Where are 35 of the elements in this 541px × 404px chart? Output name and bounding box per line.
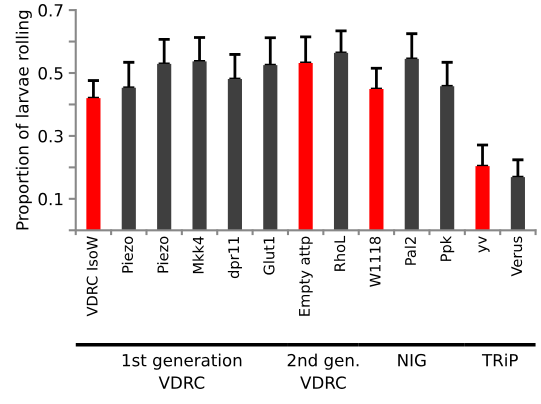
bar	[157, 64, 172, 230]
text: 1st generation VDRC	[122, 354, 242, 389]
y-tick-label: 0.3	[38, 130, 63, 142]
x-tick-label: yv	[478, 236, 490, 253]
text: 2nd gen. VDRC	[288, 354, 358, 389]
y-tick-label: 0.7	[38, 4, 63, 17]
x-tick-label: Piezo	[122, 236, 134, 272]
bar	[263, 65, 278, 230]
y-tick-label: 0.5	[38, 66, 62, 80]
x-tick-label: Piezo	[157, 236, 168, 272]
x-tick-label: dpr11	[228, 237, 242, 278]
bar	[369, 89, 384, 230]
bar	[510, 177, 525, 230]
bar	[192, 61, 207, 230]
x-tick-label: RhoL	[334, 236, 346, 271]
y-axis-title: Proportion of larvae rolling	[16, 10, 32, 230]
y-tick-label: 0.1	[38, 192, 62, 206]
x-tick-label: Pal2	[404, 237, 416, 265]
bar	[475, 166, 490, 230]
x-tick-label: Glut1	[263, 237, 275, 275]
x-tick-label: Empty attp	[299, 236, 313, 316]
bar	[298, 62, 313, 230]
x-tick-label: W1118	[370, 236, 381, 287]
x-tick-label: Ppk	[440, 236, 454, 261]
bar	[404, 58, 419, 230]
bar	[86, 98, 100, 230]
bar	[440, 86, 454, 230]
text: NIG	[398, 354, 426, 366]
bar	[228, 78, 242, 230]
text: TRiP	[482, 354, 518, 366]
bar	[122, 88, 136, 230]
x-tick-label: VDRC IsoW	[86, 236, 98, 316]
x-tick-label: Mkk4	[192, 236, 204, 274]
bar	[334, 52, 348, 230]
x-tick-label: Verus	[511, 236, 522, 276]
